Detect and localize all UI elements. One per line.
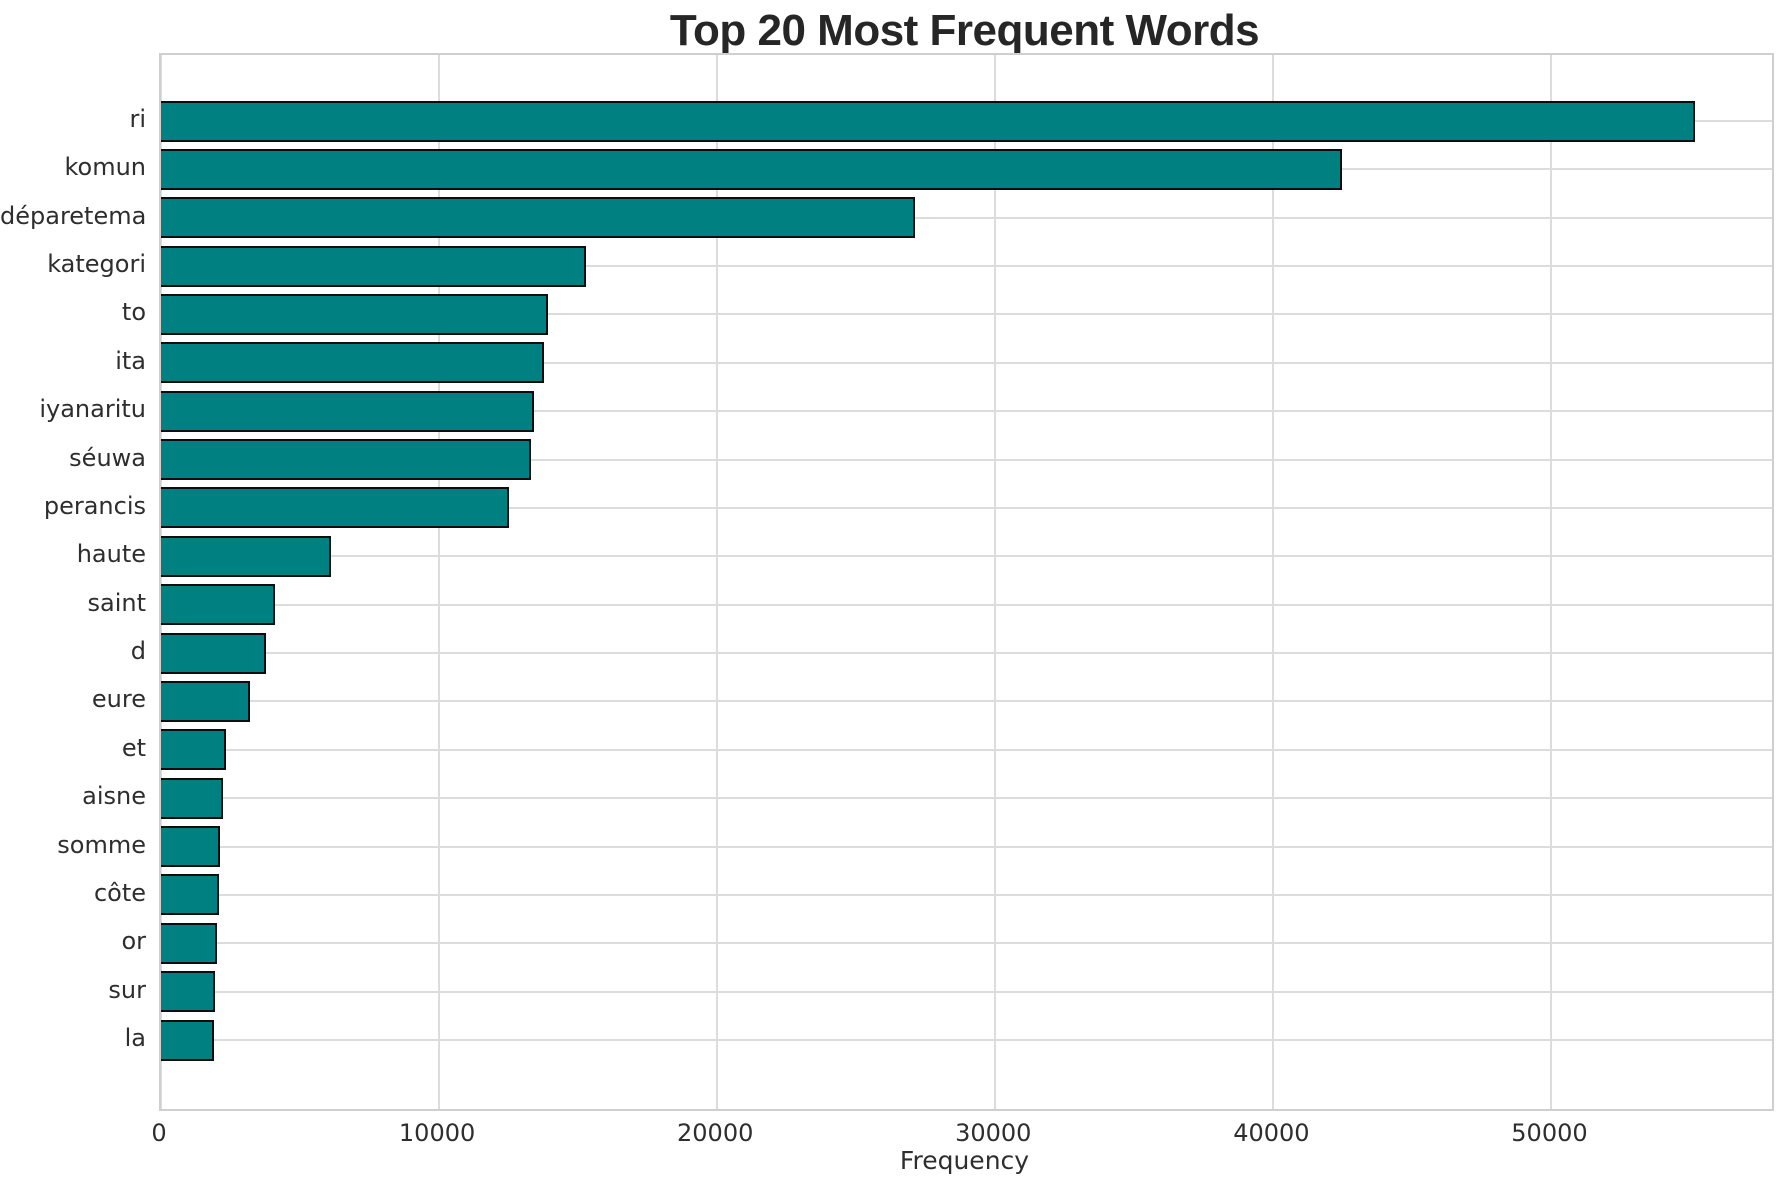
- y-gridline: [161, 797, 1772, 800]
- chart-title: Top 20 Most Frequent Words: [669, 6, 1260, 55]
- y-gridline: [161, 410, 1772, 413]
- bar-somme: [161, 826, 220, 868]
- y-gridline: [161, 506, 1772, 509]
- y-tick-label: séuwa: [69, 443, 146, 472]
- y-tick-label: saint: [87, 588, 147, 617]
- y-tick-label: aisne: [82, 782, 146, 811]
- y-gridline: [161, 458, 1772, 461]
- y-tick-label: la: [124, 1024, 146, 1053]
- bar-ri: [161, 100, 1696, 142]
- y-gridline: [161, 313, 1772, 316]
- bar-eure: [161, 680, 250, 722]
- x-axis-label: Frequency: [899, 1146, 1030, 1175]
- y-gridline: [161, 893, 1772, 896]
- x-gridline: [716, 55, 719, 1109]
- y-gridline: [161, 265, 1772, 268]
- bar-séuwa: [161, 439, 531, 481]
- y-tick-label: sur: [108, 975, 146, 1004]
- y-gridline: [161, 555, 1772, 558]
- y-gridline: [161, 652, 1772, 655]
- bar-sur: [161, 971, 216, 1013]
- x-gridline: [1550, 55, 1553, 1109]
- y-tick-label: somme: [57, 830, 146, 859]
- y-gridline: [161, 1039, 1772, 1042]
- bar-d: [161, 632, 266, 674]
- y-tick-label: et: [121, 733, 146, 762]
- x-gridline: [994, 55, 997, 1109]
- y-tick-label: ri: [129, 105, 146, 133]
- y-tick-label: ita: [115, 346, 146, 375]
- x-tick-label: 30000: [955, 1119, 1032, 1147]
- x-tick-label: 20000: [677, 1119, 754, 1147]
- y-gridline: [161, 845, 1772, 848]
- y-tick-label: or: [121, 927, 146, 956]
- y-tick-label: d: [130, 637, 146, 666]
- x-gridline: [438, 55, 441, 1109]
- bar-saint: [161, 584, 275, 626]
- y-tick-label: haute: [76, 540, 146, 569]
- x-gridline: [161, 55, 162, 1109]
- y-gridline: [161, 748, 1772, 751]
- y-gridline: [161, 990, 1772, 993]
- y-gridline: [161, 603, 1772, 606]
- x-tick-label: 50000: [1511, 1119, 1588, 1147]
- bar-la: [161, 1019, 215, 1061]
- y-gridline: [161, 361, 1772, 364]
- x-tick-label: 40000: [1233, 1119, 1310, 1147]
- x-tick-label: 0: [151, 1119, 167, 1147]
- bar-to: [161, 293, 549, 335]
- y-tick-label: perancis: [43, 491, 146, 520]
- bar-déparetema: [161, 197, 915, 239]
- bar-kategori: [161, 245, 587, 287]
- y-gridline: [161, 700, 1772, 703]
- y-tick-label: komun: [64, 153, 146, 182]
- x-gridline: [1272, 55, 1275, 1109]
- y-tick-label: eure: [91, 685, 146, 714]
- bar-haute: [161, 535, 332, 577]
- y-tick-label: iyanaritu: [39, 395, 146, 424]
- y-gridline: [161, 942, 1772, 945]
- x-tick-label: 10000: [398, 1119, 476, 1147]
- y-gridline: [161, 216, 1772, 219]
- plot-area: [159, 53, 1774, 1111]
- bar-aisne: [161, 777, 224, 819]
- bar-et: [161, 729, 226, 771]
- y-tick-label: kategori: [47, 250, 146, 279]
- y-tick-label: côte: [93, 878, 146, 907]
- y-tick-label: déparetema: [0, 201, 147, 230]
- y-tick-label: to: [121, 298, 146, 327]
- bar-ita: [161, 342, 545, 384]
- bar-côte: [161, 874, 219, 916]
- bar-iyanaritu: [161, 390, 534, 432]
- bar-perancis: [161, 487, 510, 529]
- bar-or: [161, 922, 218, 964]
- bar-komun: [161, 148, 1343, 190]
